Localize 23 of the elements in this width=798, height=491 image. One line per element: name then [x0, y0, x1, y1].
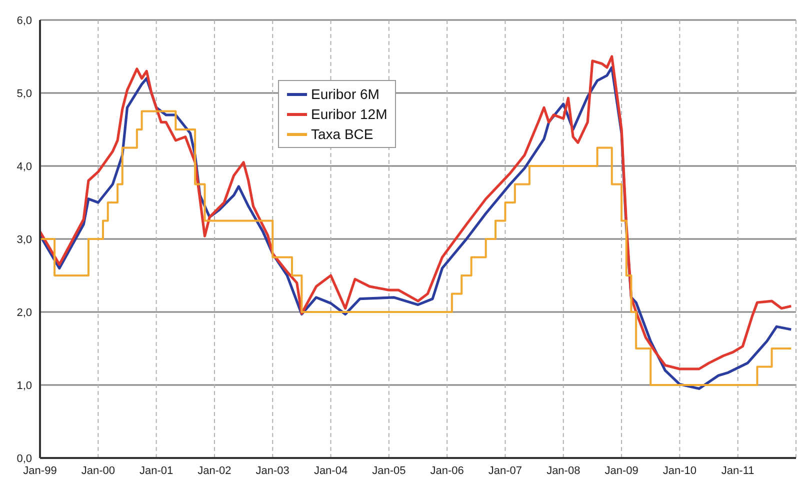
x-tick-label: Jan-11 [721, 464, 754, 477]
x-tick-label: Jan-10 [662, 464, 697, 477]
y-tick-label: 4,0 [16, 160, 32, 173]
x-tick-label: Jan-06 [430, 464, 464, 477]
legend-label: Euribor 6M [311, 85, 380, 104]
x-tick-label: Jan-02 [198, 464, 232, 477]
x-tick-label: Jan-04 [314, 464, 348, 477]
y-tick-label: 0,0 [16, 452, 32, 465]
y-tick-label: 5,0 [16, 88, 32, 100]
y-tick-label: 1,0 [16, 380, 32, 392]
x-tick-label: Jan-09 [604, 464, 638, 477]
y-tick-label: 3,0 [16, 234, 32, 246]
y-tick-label: 2,0 [16, 306, 32, 319]
y-tick-label: 6,0 [16, 14, 32, 27]
x-tick-label: Jan-05 [372, 464, 406, 477]
x-tick-label: Jan-01 [139, 464, 174, 477]
x-tick-label: Jan-99 [23, 464, 57, 477]
x-tick-label: Jan-03 [256, 464, 290, 477]
legend-label: Taxa BCE [311, 125, 374, 144]
x-tick-label: Jan-08 [546, 464, 580, 477]
legend-label: Euribor 12M [311, 105, 388, 124]
x-tick-label: Jan-00 [81, 464, 115, 477]
x-tick-label: Jan-07 [488, 464, 522, 477]
